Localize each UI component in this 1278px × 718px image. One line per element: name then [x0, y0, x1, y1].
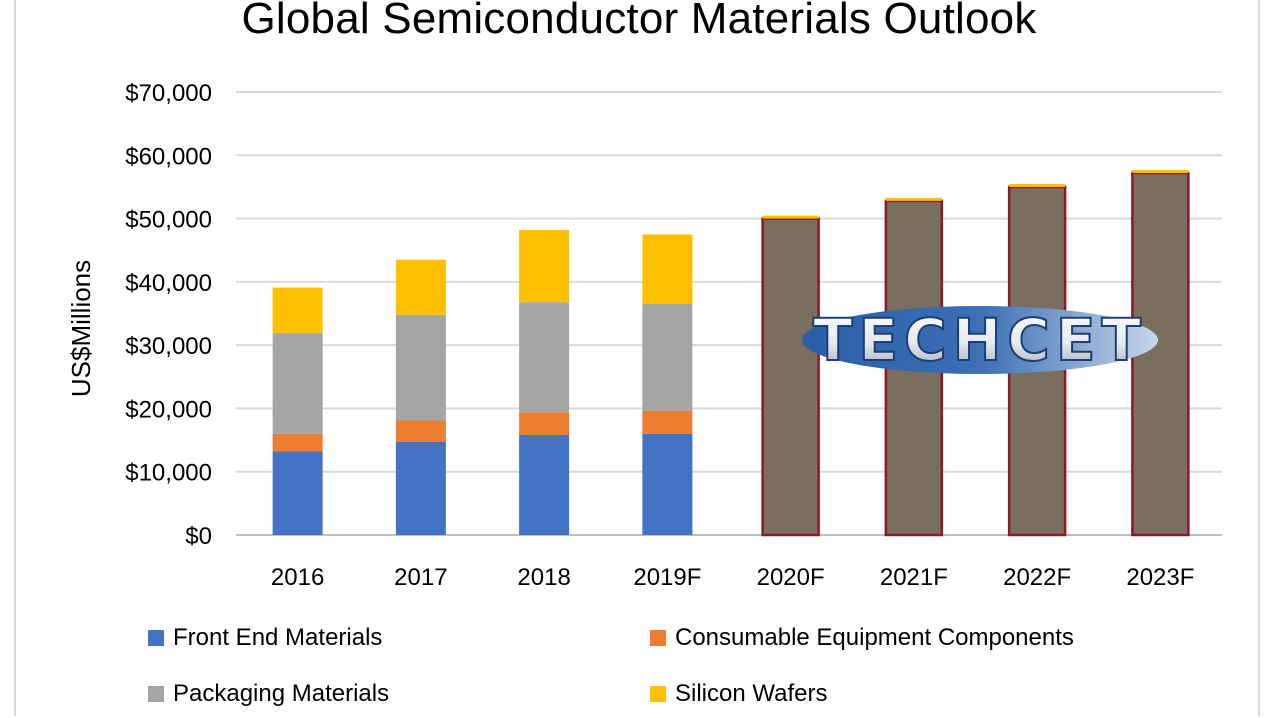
legend-item-silicon: Silicon Wafers	[650, 680, 827, 708]
bar-packaging-materials-2018	[519, 302, 570, 413]
bar-packaging-materials-2019f	[642, 304, 693, 411]
bar-silicon-wafers-2019f	[642, 234, 693, 305]
bar-packaging-materials-2016	[272, 333, 323, 434]
legend-label-silicon: Silicon Wafers	[675, 680, 828, 707]
bar-front-end-materials-2017	[395, 441, 446, 535]
bar-forecast-cap-2023f	[1132, 170, 1189, 174]
bar-forecast-cap-2022f	[1009, 183, 1066, 187]
legend-item-consumable: Consumable Equipment Components	[650, 624, 1074, 652]
y-tick-label: $0	[185, 523, 212, 550]
x-tick-label: 2017	[394, 564, 447, 591]
y-tick-label: $20,000	[125, 396, 212, 423]
bar-front-end-materials-2018	[519, 435, 570, 535]
bar-consumable-equipment-components-2017	[395, 420, 446, 442]
x-tick-label: 2016	[271, 564, 324, 591]
y-axis-label: US$Millions	[66, 260, 96, 397]
bar-silicon-wafers-2017	[395, 259, 446, 315]
bar-forecast-cap-2021f	[885, 197, 942, 201]
y-tick-label: $70,000	[125, 80, 212, 107]
bar-silicon-wafers-2018	[519, 229, 570, 303]
x-tick-label: 2018	[517, 564, 570, 591]
y-tick-label: $50,000	[125, 207, 212, 234]
y-tick-label: $40,000	[125, 270, 212, 297]
bar-front-end-materials-2019f	[642, 433, 693, 535]
legend-swatch-consumable	[650, 630, 666, 646]
bar-consumable-equipment-components-2019f	[642, 410, 693, 434]
logo-techcet: TECHCET	[813, 306, 1147, 374]
chart-title: Global Semiconductor Materials Outlook	[241, 0, 1037, 43]
legend-swatch-silicon	[650, 686, 666, 702]
bar-consumable-equipment-components-2016	[272, 433, 323, 452]
bar-consumable-equipment-components-2018	[519, 412, 570, 436]
y-tick-label: $60,000	[125, 143, 212, 170]
x-tick-label: 2023F	[1126, 564, 1194, 591]
bar-packaging-materials-2017	[395, 314, 446, 421]
x-tick-label: 2021F	[880, 564, 948, 591]
y-tick-label: $10,000	[125, 460, 212, 487]
legend-swatch-front-end	[148, 630, 164, 646]
bar-forecast-2020f	[761, 217, 820, 537]
x-tick-label: 2022F	[1003, 564, 1071, 591]
logo-backdrop	[802, 306, 1158, 374]
legend-item-front-end: Front End Materials	[148, 624, 382, 652]
legend-label-consumable: Consumable Equipment Components	[675, 624, 1074, 651]
legend-label-front-end: Front End Materials	[173, 624, 383, 651]
chart-frame	[14, 0, 1260, 716]
bar-silicon-wafers-2016	[272, 287, 323, 334]
x-tick-label: 2020F	[757, 564, 825, 591]
legend-item-packaging: Packaging Materials	[148, 680, 389, 708]
bar-front-end-materials-2016	[272, 451, 323, 535]
bar-forecast-cap-2020f	[762, 215, 819, 219]
legend-swatch-packaging	[148, 686, 164, 702]
legend-label-packaging: Packaging Materials	[173, 680, 390, 707]
x-tick-label: 2019F	[633, 564, 701, 591]
y-tick-label: $30,000	[125, 333, 212, 360]
